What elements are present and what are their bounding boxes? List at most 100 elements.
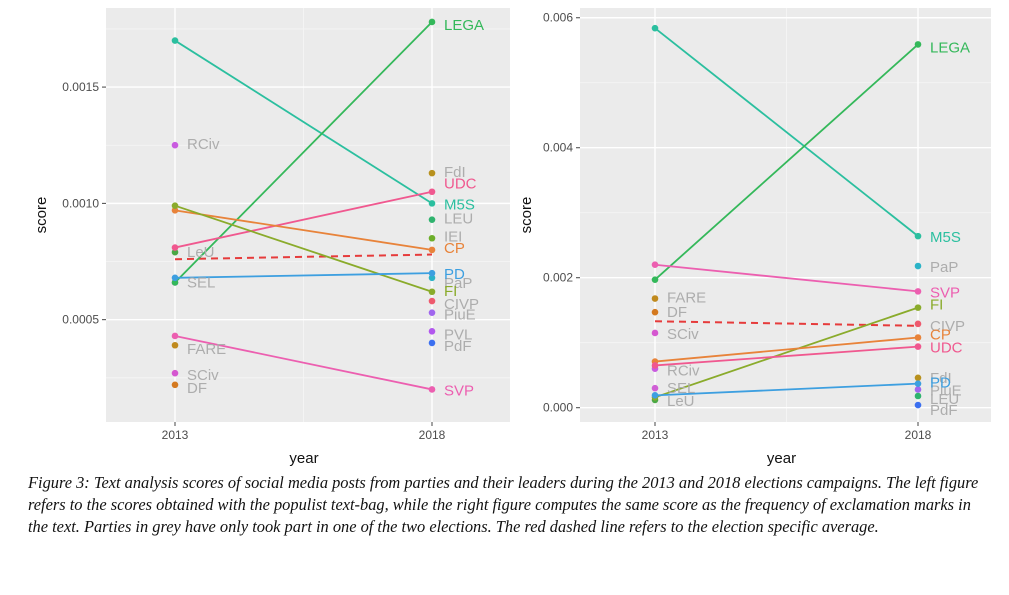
series-point-svp bbox=[171, 332, 179, 340]
series-line-pd bbox=[654, 382, 919, 397]
point-label-leu: LeU bbox=[187, 244, 215, 261]
series-label-m5s: M5S bbox=[444, 196, 475, 213]
point-label-pdf: PdF bbox=[930, 402, 958, 419]
series-point-pd bbox=[651, 392, 659, 399]
series-point-m5s bbox=[914, 232, 922, 240]
x-tick-label: 2018 bbox=[905, 428, 932, 442]
point-rciv bbox=[171, 141, 179, 149]
point-label-fdi: FdI bbox=[444, 164, 466, 181]
y-tick-label: 0.0010 bbox=[62, 196, 99, 210]
y-tick-label: 0.0015 bbox=[62, 80, 99, 94]
point-fare bbox=[171, 341, 179, 349]
series-point-lega bbox=[171, 279, 179, 286]
series-point-pd bbox=[914, 380, 922, 387]
series-line-fi bbox=[174, 204, 433, 293]
series-point-udc bbox=[171, 244, 179, 251]
series-point-svp bbox=[651, 261, 659, 269]
series-label-pd: PD bbox=[930, 375, 951, 392]
x-tick-label: 2013 bbox=[162, 428, 189, 442]
chart-panel-left: 0.0005 0.0010 0.0015 2013 2018 year score RCiv L… bbox=[33, 8, 510, 467]
series-line-udc bbox=[174, 190, 433, 249]
point-fdi bbox=[428, 169, 436, 177]
point-sel bbox=[651, 384, 659, 392]
series-point-cp bbox=[914, 334, 922, 341]
average-dashed-line bbox=[174, 253, 433, 261]
series-point-m5s bbox=[171, 37, 179, 44]
point-pap bbox=[914, 262, 922, 270]
point-pap bbox=[428, 274, 436, 282]
plot-background bbox=[580, 8, 991, 422]
point-label-fare: FARE bbox=[667, 290, 706, 307]
point-pdf bbox=[914, 401, 922, 409]
point-label-pap: PaP bbox=[444, 275, 472, 292]
figure-caption: Figure 3: Text analysis scores of social… bbox=[28, 473, 979, 536]
series-line-cp bbox=[654, 336, 919, 363]
series-label-svp: SVP bbox=[444, 382, 474, 399]
point-label-fdi: FdI bbox=[930, 370, 952, 387]
series-line-m5s bbox=[174, 39, 433, 205]
average-dashed-line bbox=[654, 320, 919, 327]
y-axis-title: score bbox=[518, 197, 535, 234]
point-fdi bbox=[914, 374, 922, 382]
y-tick-label: 0.000 bbox=[543, 401, 573, 415]
plot-background bbox=[106, 8, 510, 422]
x-axis-title: year bbox=[289, 450, 318, 467]
series-line-svp bbox=[174, 335, 433, 391]
y-axis-title: score bbox=[33, 197, 50, 234]
series-point-cp bbox=[428, 246, 436, 254]
series-point-fi bbox=[171, 202, 179, 209]
point-label-pap: PaP bbox=[930, 259, 958, 276]
series-point-udc bbox=[651, 362, 659, 369]
series-label-lega: LEGA bbox=[444, 17, 484, 34]
point-df bbox=[651, 308, 659, 316]
series-line-m5s bbox=[654, 27, 919, 237]
point-sciv bbox=[171, 369, 179, 377]
series-line-fi bbox=[654, 306, 919, 399]
series-point-pd bbox=[428, 269, 436, 277]
series-label-cp: CP bbox=[930, 327, 951, 344]
series-label-udc: UDC bbox=[930, 340, 963, 357]
series-point-lega bbox=[651, 276, 659, 283]
point-label-rciv: RCiv bbox=[187, 136, 220, 153]
point-label-civp: CIVP bbox=[444, 296, 479, 313]
y-tick-label: 0.006 bbox=[543, 11, 573, 25]
point-label-pvl: PVL bbox=[444, 326, 472, 343]
point-label-pdf: PdF bbox=[444, 338, 472, 355]
series-point-fi bbox=[914, 304, 922, 311]
point-sciv bbox=[651, 329, 659, 337]
series-point-svp bbox=[914, 288, 922, 295]
y-tick-label: 0.0005 bbox=[62, 313, 99, 327]
point-civp bbox=[914, 320, 922, 328]
point-pdf bbox=[428, 339, 436, 347]
point-label-leu: LEU bbox=[444, 211, 473, 228]
point-label-civp: CIVP bbox=[930, 318, 965, 335]
series-label-pd: PD bbox=[444, 266, 465, 283]
point-df bbox=[171, 381, 179, 389]
series-label-fi: FI bbox=[444, 283, 457, 300]
series-point-fi bbox=[428, 288, 436, 296]
series-label-m5s: M5S bbox=[930, 229, 961, 246]
series-label-svp: SVP bbox=[930, 284, 960, 301]
point-label-rciv: RCiv bbox=[667, 363, 700, 380]
point-label-df: DF bbox=[667, 304, 687, 321]
series-point-lega bbox=[428, 18, 436, 26]
point-leu bbox=[428, 216, 436, 223]
point-label-leu: LEU bbox=[930, 391, 959, 408]
series-line-svp bbox=[654, 263, 919, 293]
point-leu bbox=[914, 392, 922, 400]
point-piue bbox=[914, 386, 922, 393]
series-line-cp bbox=[174, 209, 433, 251]
series-point-m5s bbox=[428, 200, 436, 207]
figure: 0.0005 0.0010 0.0015 2013 2018 year score RCiv L… bbox=[33, 8, 991, 467]
series-label-udc: UDC bbox=[444, 176, 477, 193]
x-tick-label: 2013 bbox=[642, 428, 669, 442]
series-point-udc bbox=[428, 188, 436, 196]
point-label-sel: SEL bbox=[667, 380, 695, 397]
series-label-lega: LEGA bbox=[930, 39, 970, 56]
point-label-leu: LeU bbox=[667, 393, 695, 410]
x-tick-label: 2018 bbox=[419, 428, 446, 442]
series-line-pd bbox=[174, 272, 433, 279]
series-point-cp bbox=[171, 207, 179, 214]
chart-panel-right: 0.000 0.002 0.004 0.006 2013 2018 year score FAR… bbox=[518, 8, 991, 467]
series-label-fi: FI bbox=[930, 297, 943, 314]
